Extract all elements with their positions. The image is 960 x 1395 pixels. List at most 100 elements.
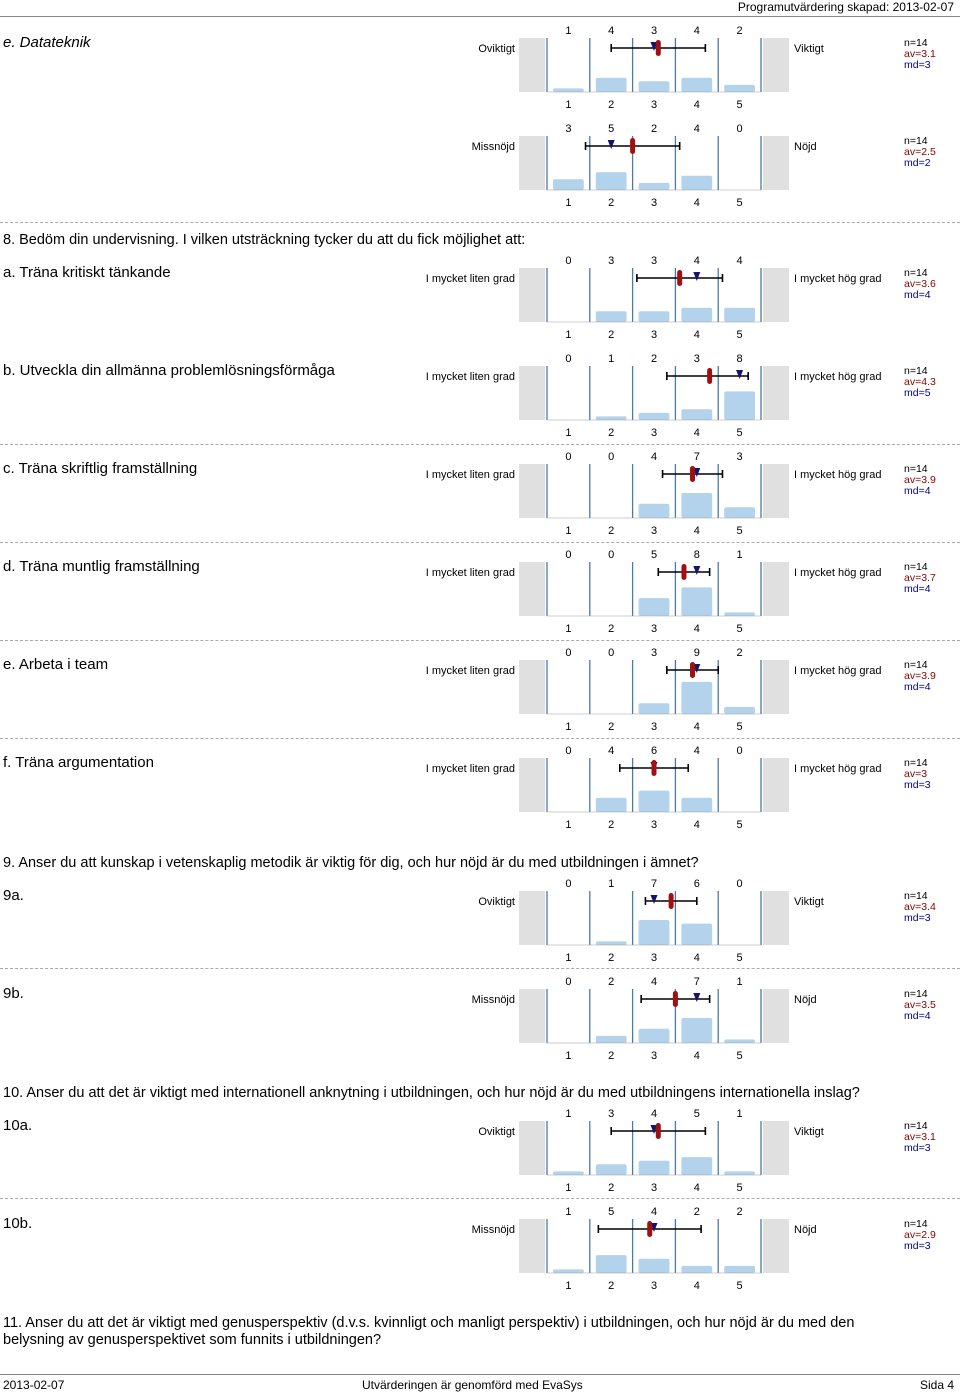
count-label: 1	[737, 976, 743, 988]
scale-left-label: Missnöjd	[471, 994, 515, 1006]
section-9-heading: 9. Anser du att kunskap i vetenskaplig m…	[3, 855, 699, 871]
mean-marker	[690, 662, 696, 678]
count-label: 9	[694, 647, 700, 659]
mean-marker	[690, 466, 696, 482]
count-label: 3	[651, 25, 657, 37]
scale-label: 2	[608, 623, 614, 635]
count-label: 0	[565, 353, 571, 365]
divider	[0, 968, 960, 969]
scale-label: 4	[694, 197, 700, 209]
count-label: 7	[694, 451, 700, 463]
scale-label: 4	[694, 99, 700, 111]
scale-label: 5	[737, 525, 743, 537]
distribution-chart: 0 4 6 4 0 1 2 3 4 5	[519, 745, 789, 831]
count-label: 7	[694, 976, 700, 988]
scale-label: 2	[608, 1280, 614, 1292]
scale-label: 3	[651, 819, 657, 831]
count-label: 0	[608, 647, 614, 659]
count-label: 2	[737, 1206, 743, 1218]
stat-average: av=3.1	[904, 48, 936, 60]
scale-left-label: Missnöjd	[471, 1224, 515, 1236]
count-label: 2	[737, 25, 743, 37]
scale-right-label: I mycket hög grad	[794, 273, 882, 285]
scale-right-label: Nöjd	[794, 1224, 817, 1236]
scale-label: 4	[694, 721, 700, 733]
scale-right-label: Viktigt	[794, 43, 824, 55]
side-panel-right	[763, 136, 789, 190]
count-label: 1	[737, 1108, 743, 1120]
count-label: 3	[651, 647, 657, 659]
count-label: 2	[737, 647, 743, 659]
stat-average: av=3.7	[904, 572, 936, 584]
bar	[553, 179, 584, 190]
count-label: 1	[565, 1108, 571, 1120]
statistics: n=14 av=3.9 md=4	[904, 464, 936, 497]
bar	[638, 920, 670, 945]
distribution-chart: 1 4 3 4 2 1 2 3 4 5	[519, 25, 789, 111]
mean-marker	[655, 40, 661, 56]
count-label: 3	[608, 255, 614, 267]
scale-label: 3	[651, 427, 657, 439]
scale-label: 1	[565, 1050, 571, 1062]
stat-n: n=14	[904, 267, 928, 279]
scale-label: 4	[694, 427, 700, 439]
distribution-chart: 0 0 5 8 11 2 3 4 5	[519, 549, 789, 635]
count-label: 4	[651, 451, 657, 463]
count-label: 6	[651, 745, 657, 757]
divider	[0, 640, 960, 641]
count-label: 2	[651, 123, 657, 135]
median-marker	[693, 664, 701, 673]
scale-label: 2	[608, 99, 614, 111]
bar	[638, 1160, 670, 1175]
bar	[553, 1171, 584, 1175]
scale-label: 1	[565, 721, 571, 733]
statistics: n=14 av=3 md=3	[904, 758, 931, 791]
bar	[681, 175, 713, 190]
side-panel-right	[763, 1219, 789, 1273]
mean-marker	[677, 270, 683, 286]
bar	[724, 391, 755, 420]
side-panel-left	[519, 464, 545, 518]
count-label: 1	[608, 353, 614, 365]
scale-label: 1	[565, 819, 571, 831]
scale-label: 3	[651, 721, 657, 733]
distribution-chart: 0 0 3 9 2 1 2 3 4 5	[519, 647, 789, 733]
divider	[0, 1198, 960, 1199]
count-label: 4	[651, 1108, 657, 1120]
stat-median: md=3	[904, 1142, 931, 1154]
count-label: 3	[565, 123, 571, 135]
stat-n: n=14	[904, 37, 928, 49]
divider	[0, 738, 960, 739]
count-label: 4	[608, 745, 614, 757]
statistics: n=14 av=4.3 md=5	[904, 366, 936, 399]
section-8-heading: 8. Bedöm din undervisning. I vilken utst…	[3, 232, 526, 248]
scale-label: 1	[565, 623, 571, 635]
mean-marker	[655, 1123, 661, 1139]
median-marker	[693, 468, 701, 477]
mean-marker	[647, 1221, 653, 1237]
bar	[638, 503, 670, 518]
question-label: 9b.	[3, 985, 24, 1002]
side-panel-right	[763, 1121, 789, 1175]
scale-label: 1	[565, 99, 571, 111]
scale-label: 5	[737, 427, 743, 439]
bar	[638, 182, 670, 190]
stat-average: av=2.9	[904, 1229, 936, 1241]
scale-label: 3	[651, 1050, 657, 1062]
count-label: 8	[737, 353, 743, 365]
count-label: 2	[651, 353, 657, 365]
scale-right-label: Viktigt	[794, 896, 824, 908]
scale-label: 4	[694, 329, 700, 341]
mean-marker	[651, 760, 657, 776]
side-panel-left	[519, 1219, 545, 1273]
stat-n: n=14	[904, 1218, 928, 1230]
scale-right-label: I mycket hög grad	[794, 665, 882, 677]
scale-label: 1	[565, 427, 571, 439]
count-label: 0	[565, 451, 571, 463]
divider	[0, 444, 960, 445]
bar	[724, 84, 755, 92]
scale-label: 4	[694, 819, 700, 831]
stat-n: n=14	[904, 890, 928, 902]
side-panel-right	[763, 989, 789, 1043]
scale-label: 5	[737, 623, 743, 635]
